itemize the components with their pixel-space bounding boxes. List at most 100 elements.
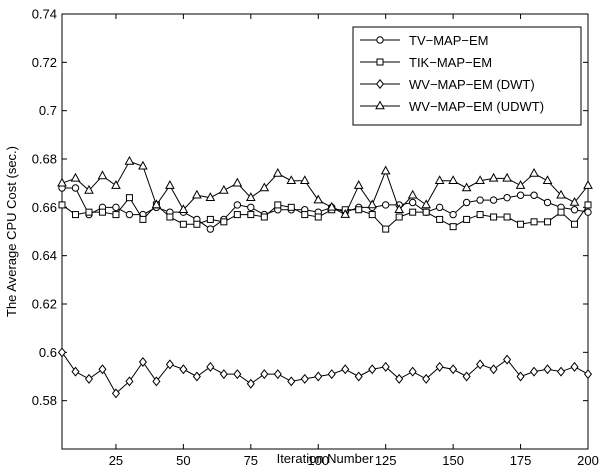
square-marker bbox=[571, 220, 579, 228]
circle-marker bbox=[112, 203, 120, 212]
legend-label: TV−MAP−EM bbox=[409, 33, 488, 48]
triangle-marker bbox=[583, 180, 593, 189]
legend-label: WV−MAP−EM (DWT) bbox=[409, 77, 535, 92]
x-tick-label: 175 bbox=[510, 453, 532, 466]
series-4 bbox=[57, 155, 593, 218]
circle-marker bbox=[247, 203, 255, 212]
square-marker bbox=[247, 211, 255, 219]
series-line bbox=[61, 352, 589, 395]
diamond-marker bbox=[368, 364, 377, 375]
circle-marker bbox=[543, 198, 552, 207]
legend-item: WV−MAP−EM (DWT) bbox=[360, 77, 535, 92]
triangle-marker bbox=[421, 199, 431, 209]
legend: TV−MAP−EM TIK−MAP−EM WV−MAP−EM (DWT) WV−MAP… bbox=[352, 26, 582, 126]
diamond-marker bbox=[111, 388, 120, 399]
square-marker bbox=[368, 211, 376, 219]
square-marker bbox=[490, 213, 498, 221]
diamond-marker bbox=[375, 79, 385, 89]
triangle-marker bbox=[502, 172, 512, 182]
diamond-marker bbox=[327, 369, 336, 380]
diamond-marker bbox=[246, 378, 255, 389]
square-marker bbox=[112, 211, 120, 219]
circle-marker bbox=[476, 196, 484, 204]
diamond-marker bbox=[516, 371, 525, 382]
diamond-marker bbox=[219, 369, 228, 380]
triangle-marker bbox=[299, 175, 310, 185]
circle-marker bbox=[206, 225, 215, 233]
triangle-marker bbox=[178, 204, 189, 214]
triangle-marker bbox=[569, 196, 580, 206]
square-marker bbox=[260, 213, 268, 221]
diamond-marker bbox=[503, 354, 512, 365]
triangle-marker bbox=[313, 194, 324, 204]
series-line bbox=[62, 187, 589, 230]
diamond-marker bbox=[179, 364, 188, 375]
square-marker bbox=[98, 208, 106, 216]
legend-item: WV−MAP−EM (UDWT) bbox=[360, 99, 544, 114]
y-tick-label: 0.72 bbox=[32, 55, 57, 70]
square-marker bbox=[193, 220, 201, 228]
square-marker bbox=[395, 213, 403, 221]
triangle-marker bbox=[515, 180, 526, 189]
square-marker bbox=[85, 208, 93, 216]
diamond-marker bbox=[98, 364, 107, 375]
triangle-marker bbox=[151, 199, 162, 209]
triangle-marker bbox=[367, 199, 378, 209]
square-marker bbox=[71, 211, 79, 219]
legend-item: TV−MAP−EM bbox=[360, 33, 488, 48]
diamond-marker bbox=[341, 364, 350, 375]
triangle-marker bbox=[488, 172, 499, 182]
square-marker bbox=[125, 194, 133, 202]
y-tick-label: 0.74 bbox=[32, 7, 57, 22]
diamond-marker bbox=[583, 369, 593, 380]
diamond-marker bbox=[300, 373, 309, 384]
circle-marker bbox=[462, 198, 471, 207]
circle-marker bbox=[376, 36, 384, 44]
diamond-marker bbox=[422, 373, 431, 384]
y-tick-label: 0.6 bbox=[39, 345, 57, 360]
square-marker bbox=[287, 203, 295, 211]
triangle-marker bbox=[245, 192, 256, 201]
square-marker bbox=[422, 208, 430, 216]
legend-box bbox=[352, 26, 582, 126]
x-tick-label: 50 bbox=[176, 453, 190, 466]
y-tick-label: 0.66 bbox=[32, 200, 57, 215]
y-tick-label: 0.7 bbox=[39, 103, 57, 118]
x-tick-label: 200 bbox=[577, 453, 599, 466]
circle-marker bbox=[584, 208, 592, 216]
series-line bbox=[61, 196, 589, 230]
triangle-marker bbox=[407, 189, 418, 199]
triangle-marker bbox=[97, 170, 108, 180]
circle-marker bbox=[570, 206, 579, 214]
square-marker bbox=[382, 225, 390, 233]
circle-marker bbox=[489, 196, 498, 204]
diamond-marker bbox=[260, 369, 269, 380]
square-marker bbox=[463, 215, 471, 223]
triangle-marker bbox=[326, 201, 337, 211]
triangle-marker bbox=[353, 180, 364, 189]
diamond-marker bbox=[287, 376, 296, 387]
circle-marker bbox=[381, 201, 390, 209]
diamond-marker bbox=[57, 347, 67, 358]
x-tick-label: 100 bbox=[307, 453, 329, 466]
triangle-marker bbox=[124, 155, 135, 165]
diamond-marker bbox=[152, 376, 161, 387]
triangle-marker bbox=[542, 175, 553, 185]
diamond-marker bbox=[408, 366, 417, 377]
triangle-marker bbox=[84, 184, 94, 194]
square-marker bbox=[476, 211, 484, 219]
square-marker bbox=[376, 58, 384, 66]
square-marker bbox=[139, 215, 147, 223]
diamond-marker bbox=[381, 361, 390, 372]
y-axis-title: The Average CPU Cost (sec.) bbox=[4, 146, 19, 317]
x-tick-label: 125 bbox=[375, 453, 397, 466]
square-marker bbox=[58, 201, 66, 209]
x-tick-label: 25 bbox=[109, 453, 123, 466]
diamond-marker bbox=[192, 371, 201, 382]
series-line bbox=[61, 160, 589, 216]
diamond-marker bbox=[206, 361, 215, 372]
triangle-marker bbox=[380, 165, 391, 175]
triangle-marker bbox=[375, 100, 385, 110]
circle-marker bbox=[516, 191, 525, 199]
diamond-marker bbox=[543, 364, 552, 375]
